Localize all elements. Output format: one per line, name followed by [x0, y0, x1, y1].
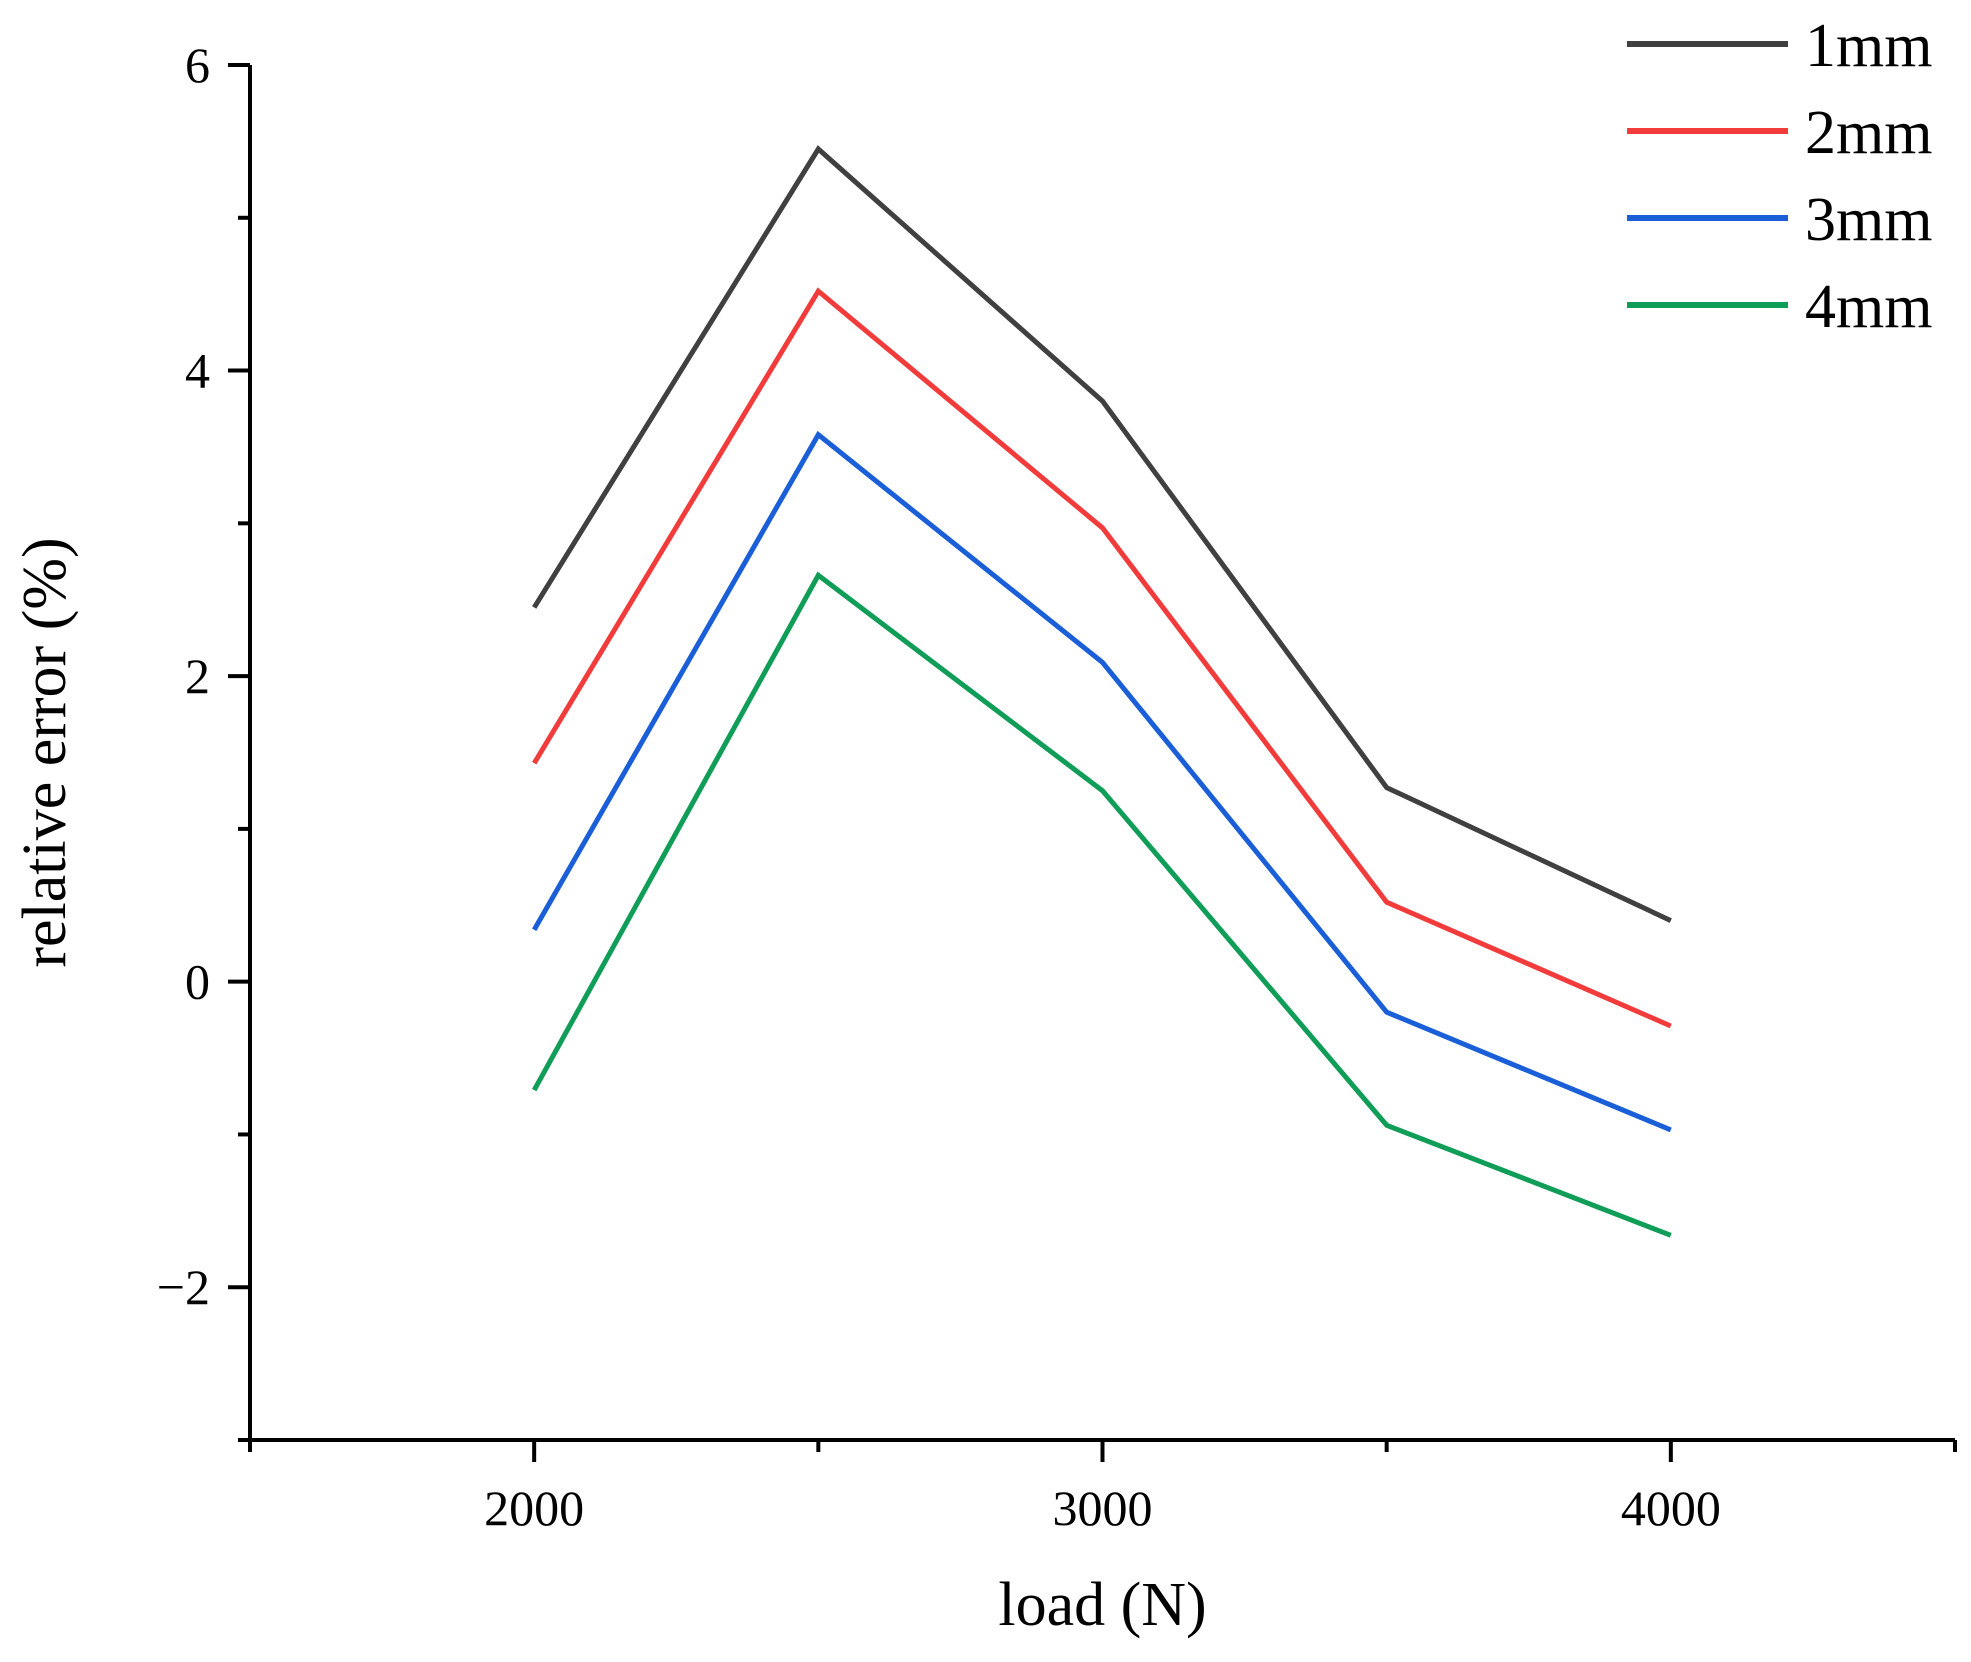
y-tick-label: 2	[185, 648, 210, 704]
y-tick-label: −2	[157, 1259, 210, 1315]
series-line-2mm	[532, 287, 1672, 1029]
series-line-1mm	[532, 145, 1672, 923]
x-tick-label: 4000	[1621, 1480, 1721, 1536]
ticks: −2 0 2 4 6 2000 3000 4000	[157, 37, 1957, 1536]
legend-label: 2mm	[1805, 99, 1932, 167]
series-line-3mm	[532, 430, 1672, 1133]
legend-label: 3mm	[1805, 186, 1932, 254]
x-axis-title: load (N)	[998, 1571, 1206, 1639]
series-layer	[532, 145, 1672, 1238]
axes	[248, 65, 1955, 1442]
y-tick-label: 6	[185, 37, 210, 93]
series-line-4mm	[532, 571, 1672, 1238]
legend-label: 1mm	[1805, 12, 1932, 80]
y-tick-label: 0	[185, 954, 210, 1010]
legend: 1mm 2mm 3mm 4mm	[1627, 12, 1932, 341]
y-axis-title: relative error (%)	[11, 537, 79, 967]
x-tick-label: 2000	[484, 1480, 584, 1536]
y-tick-label: 4	[185, 343, 210, 399]
legend-label: 4mm	[1805, 273, 1932, 341]
x-tick-label: 3000	[1053, 1480, 1153, 1536]
